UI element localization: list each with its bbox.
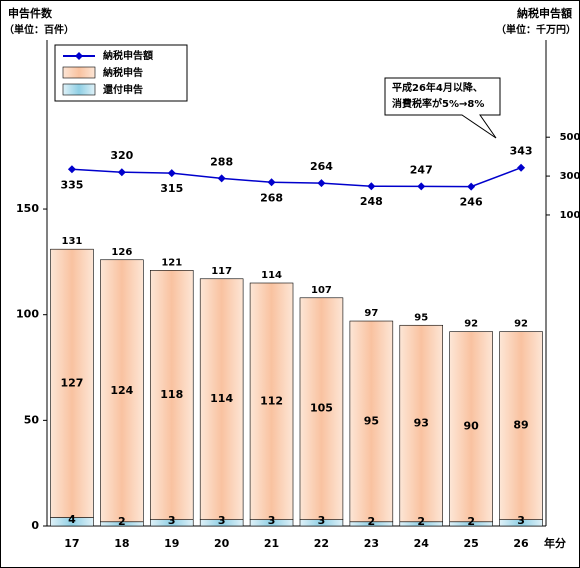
total-label: 117 (211, 266, 232, 277)
line-value-label: 246 (460, 196, 483, 209)
y2-tick-label: 100 (560, 210, 580, 221)
value-label: 2 (417, 515, 425, 528)
line-marker (167, 169, 176, 178)
value-label: 2 (118, 515, 126, 528)
line-value-label: 268 (260, 191, 283, 204)
right-unit: （単位：千万円） (496, 23, 576, 36)
value-label: 2 (467, 515, 475, 528)
total-label: 131 (62, 236, 83, 247)
line-value-label: 248 (360, 195, 383, 208)
x-tick-label: 17 (64, 537, 79, 550)
y-tick-label: 0 (31, 519, 39, 532)
value-label: 90 (463, 420, 479, 433)
line-value-label: 264 (310, 160, 333, 173)
value-label: 3 (268, 514, 276, 527)
legend-label: 納税申告額 (103, 49, 153, 62)
line-marker (367, 182, 376, 191)
x-tick-label: 26 (513, 537, 529, 550)
value-label: 114 (210, 392, 233, 405)
line-marker (217, 174, 226, 183)
line-marker (417, 182, 426, 191)
left-title: 申告件数 (8, 6, 53, 20)
x-axis-label: 年分 (544, 536, 566, 550)
legend-label: 還付申告 (103, 83, 143, 96)
value-label: 89 (513, 419, 528, 432)
line-marker (467, 182, 476, 191)
value-label: 4 (68, 513, 76, 526)
bar-payment (299, 297, 344, 520)
value-label: 93 (414, 417, 429, 430)
value-label: 3 (168, 514, 176, 527)
x-tick-label: 24 (414, 537, 430, 550)
x-tick-label: 23 (364, 537, 379, 550)
y2-tick-label: 500 (560, 132, 580, 143)
x-tick-label: 19 (164, 537, 179, 550)
total-label: 92 (464, 319, 478, 330)
bar-payment (50, 248, 94, 518)
value-label: 95 (364, 414, 379, 427)
line-value-label: 320 (110, 149, 133, 162)
value-label: 112 (260, 394, 283, 407)
x-tick-label: 22 (314, 537, 329, 550)
value-label: 2 (368, 515, 376, 528)
total-label: 97 (364, 308, 378, 319)
legend-swatch (62, 66, 96, 79)
bar-payment (499, 331, 543, 520)
bar-payment (149, 270, 194, 520)
line (71, 167, 522, 188)
y-tick-label: 150 (16, 202, 39, 215)
value-label: 105 (310, 402, 333, 415)
y2-tick-label: 300 (560, 171, 580, 182)
line-marker (267, 178, 276, 187)
bar-payment (399, 324, 444, 523)
bar-payment (349, 320, 394, 523)
total-label: 126 (111, 247, 132, 258)
right-title: 納税申告額 (517, 6, 572, 20)
legend-label: 納税申告 (103, 66, 143, 79)
value-label: 3 (218, 514, 226, 527)
value-label: 118 (160, 388, 183, 401)
total-label: 114 (261, 270, 282, 281)
value-label: 3 (517, 514, 525, 527)
line-value-label: 335 (60, 178, 83, 191)
line-value-label: 315 (160, 182, 183, 195)
total-label: 121 (161, 257, 182, 268)
line-value-label: 343 (510, 145, 533, 158)
value-label: 124 (110, 384, 133, 397)
total-label: 107 (311, 285, 332, 296)
value-label: 3 (318, 514, 326, 527)
line-marker (67, 165, 76, 174)
y-tick-label: 100 (16, 308, 39, 321)
line-marker (517, 163, 526, 172)
bar-payment (100, 259, 144, 523)
line-marker (117, 168, 126, 177)
line-marker (317, 179, 326, 188)
bar-payment (199, 278, 244, 520)
line-value-label: 288 (210, 155, 233, 168)
legend-marker (75, 52, 83, 60)
line-value-label: 247 (410, 163, 433, 176)
total-label: 92 (514, 319, 528, 330)
total-label: 95 (414, 312, 428, 323)
bar-payment (249, 282, 294, 520)
annotation: 消費税率が5%→8% (392, 97, 484, 110)
annotation: 平成26年4月以降、 (392, 81, 483, 94)
left-unit: （単位：百件） (4, 23, 74, 36)
x-tick-label: 20 (214, 537, 230, 550)
x-tick-label: 18 (114, 537, 129, 550)
value-label: 127 (60, 376, 83, 389)
y-tick-label: 50 (24, 413, 40, 426)
callout (384, 77, 501, 139)
x-tick-label: 25 (463, 537, 478, 550)
x-tick-label: 21 (264, 537, 279, 550)
legend-swatch (62, 83, 96, 96)
bar-payment (449, 331, 493, 523)
